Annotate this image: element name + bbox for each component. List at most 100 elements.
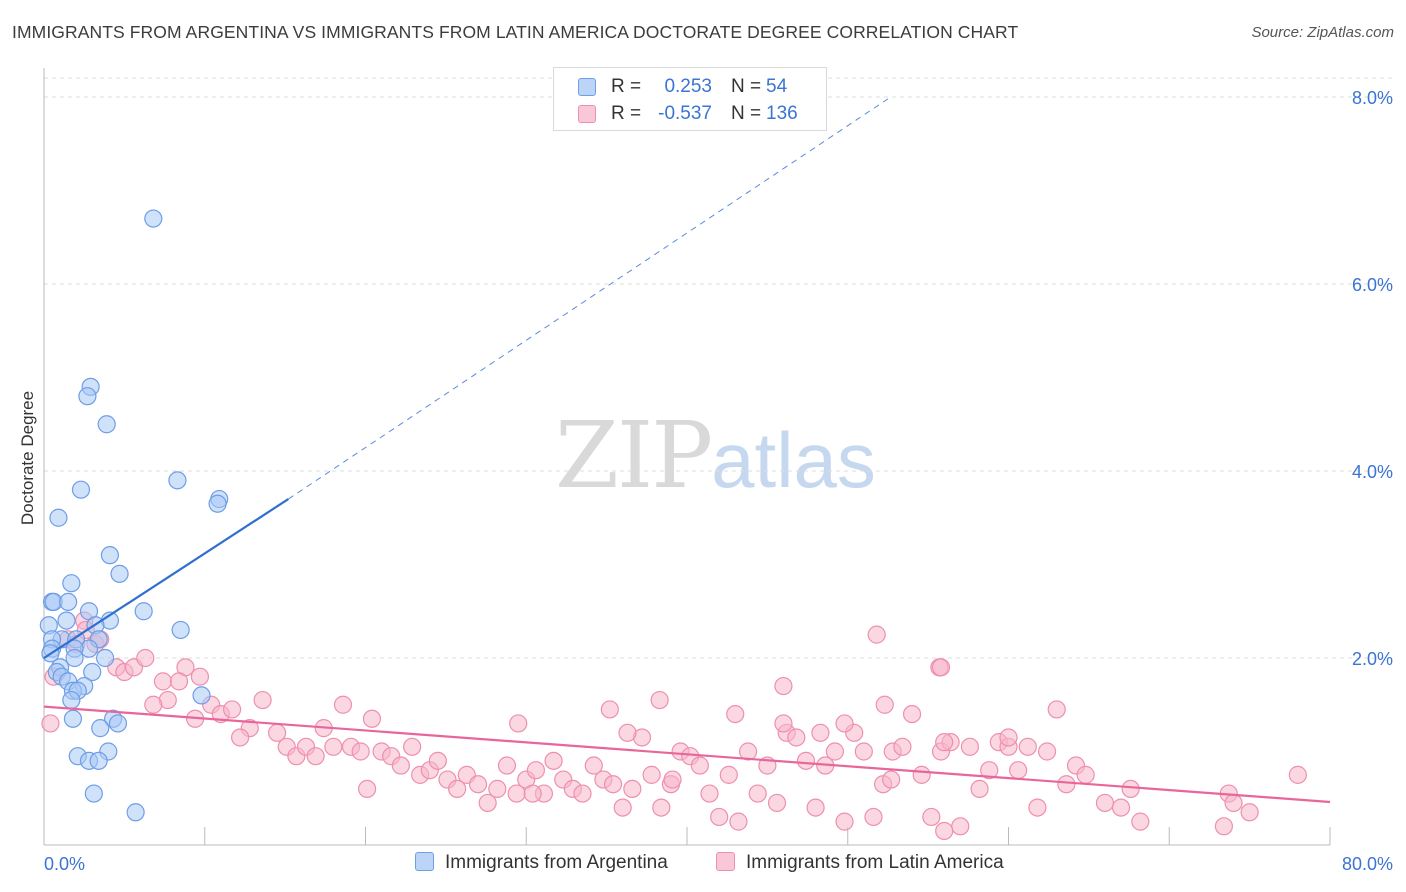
latin-point	[231, 728, 250, 747]
latin-point	[1057, 775, 1076, 794]
watermark-zip: ZIP	[555, 402, 713, 509]
latin-point	[253, 690, 272, 710]
axes	[43, 68, 1331, 846]
argentina-point	[89, 751, 108, 770]
latin-point	[1047, 700, 1066, 719]
latin-point	[1111, 798, 1131, 817]
argentina-point	[192, 686, 211, 705]
latin-n-label: N =	[731, 103, 762, 124]
latin-point	[1076, 765, 1095, 784]
latin-point	[136, 648, 155, 668]
argentina-swatch	[578, 78, 596, 96]
latin-point	[509, 714, 528, 733]
argentina-point	[208, 494, 227, 513]
latin-point	[478, 793, 497, 813]
latin-point	[935, 733, 954, 752]
watermark: ZIPatlas	[555, 402, 876, 509]
stats-row-latin: R = -0.537 N = 136	[554, 101, 826, 127]
latin-point	[1224, 793, 1243, 813]
latin-n-value: 136	[766, 103, 798, 124]
latin-point	[333, 695, 353, 714]
argentina-point	[100, 546, 120, 565]
argentina-point	[62, 690, 81, 710]
latin-point	[497, 756, 517, 775]
latin-point	[523, 784, 542, 803]
legend-item-argentina: Immigrants from Argentina	[415, 852, 668, 874]
latin-point	[931, 658, 951, 677]
latin-point	[1131, 812, 1150, 831]
argentina-trend-extension	[288, 98, 889, 500]
latin-point	[811, 723, 830, 742]
latin-point	[729, 812, 748, 831]
y-axis-label: Doctorate Degree	[18, 390, 37, 526]
latin-point	[1095, 793, 1115, 813]
legend-item-latin: Immigrants from Latin America	[716, 852, 1004, 874]
latin-point	[710, 807, 729, 827]
latin-point	[893, 737, 912, 756]
latin-point	[999, 728, 1018, 747]
latin-point	[726, 704, 745, 724]
latin-trend-line	[43, 705, 1331, 804]
argentina-point	[63, 709, 83, 728]
latin-point	[428, 751, 447, 770]
latin-point	[825, 742, 844, 761]
latin-point	[1037, 742, 1057, 761]
argentina-points	[39, 209, 229, 822]
latin-point	[970, 779, 989, 799]
latin-point	[403, 737, 422, 756]
argentina-point	[71, 480, 91, 499]
latin-point	[448, 779, 467, 799]
latin-point	[306, 747, 325, 766]
argentina-point	[78, 387, 97, 406]
source-label: Source: ZipAtlas.com	[1251, 24, 1394, 41]
legend-latin-swatch	[716, 852, 735, 871]
argentina-r-value: 0.253	[664, 76, 712, 97]
latin-point	[835, 714, 854, 733]
argentina-point	[171, 620, 190, 640]
latin-point	[488, 779, 507, 799]
argentina-point	[83, 662, 102, 682]
chart-title: IMMIGRANTS FROM ARGENTINA VS IMMIGRANTS …	[12, 22, 1019, 42]
latin-point	[1028, 798, 1047, 817]
latin-point	[912, 765, 931, 784]
argentina-point	[126, 803, 145, 822]
latin-point	[623, 779, 642, 799]
latin-point	[468, 775, 488, 794]
latin-point	[613, 798, 632, 817]
legend-argentina-label: Immigrants from Argentina	[445, 852, 668, 873]
latin-point	[600, 700, 619, 719]
latin-r-label: R =	[611, 103, 642, 124]
latin-point	[835, 812, 854, 831]
latin-point	[796, 751, 816, 770]
argentina-point	[108, 714, 128, 733]
argentina-point	[84, 784, 103, 803]
latin-point	[774, 714, 793, 733]
y-tick-label: 4.0%	[1352, 462, 1393, 482]
stats-row-argentina: R = 0.253 N = 54	[554, 74, 826, 100]
watermark-atlas: atlas	[711, 416, 876, 504]
tick-labels: 2.0% 4.0% 6.0% 8.0% 0.0% 80.0%	[44, 88, 1393, 874]
latin-point	[1288, 765, 1307, 784]
stats-legend: R = 0.253 N = 54 R = -0.537 N = 136	[553, 67, 827, 131]
argentina-point	[97, 415, 116, 434]
latin-point	[1009, 761, 1028, 780]
y-tick-label: 2.0%	[1352, 649, 1393, 669]
latin-point	[1018, 737, 1037, 756]
latin-point	[951, 817, 970, 836]
x-tick-label-left: 0.0%	[44, 854, 85, 874]
argentina-trend-line	[43, 498, 289, 659]
argentina-point	[134, 602, 153, 621]
trend-lines	[43, 98, 1331, 804]
latin-point	[652, 798, 671, 817]
y-tick-label: 8.0%	[1352, 88, 1393, 108]
x-tick-label-right: 80.0%	[1342, 854, 1393, 874]
latin-point	[806, 798, 825, 817]
argentina-n-value: 54	[766, 76, 788, 97]
argentina-point	[144, 209, 163, 228]
latin-point	[738, 742, 758, 761]
latin-point	[324, 737, 343, 756]
latin-point	[787, 728, 806, 747]
latin-point	[719, 765, 738, 784]
grid	[44, 77, 1393, 659]
